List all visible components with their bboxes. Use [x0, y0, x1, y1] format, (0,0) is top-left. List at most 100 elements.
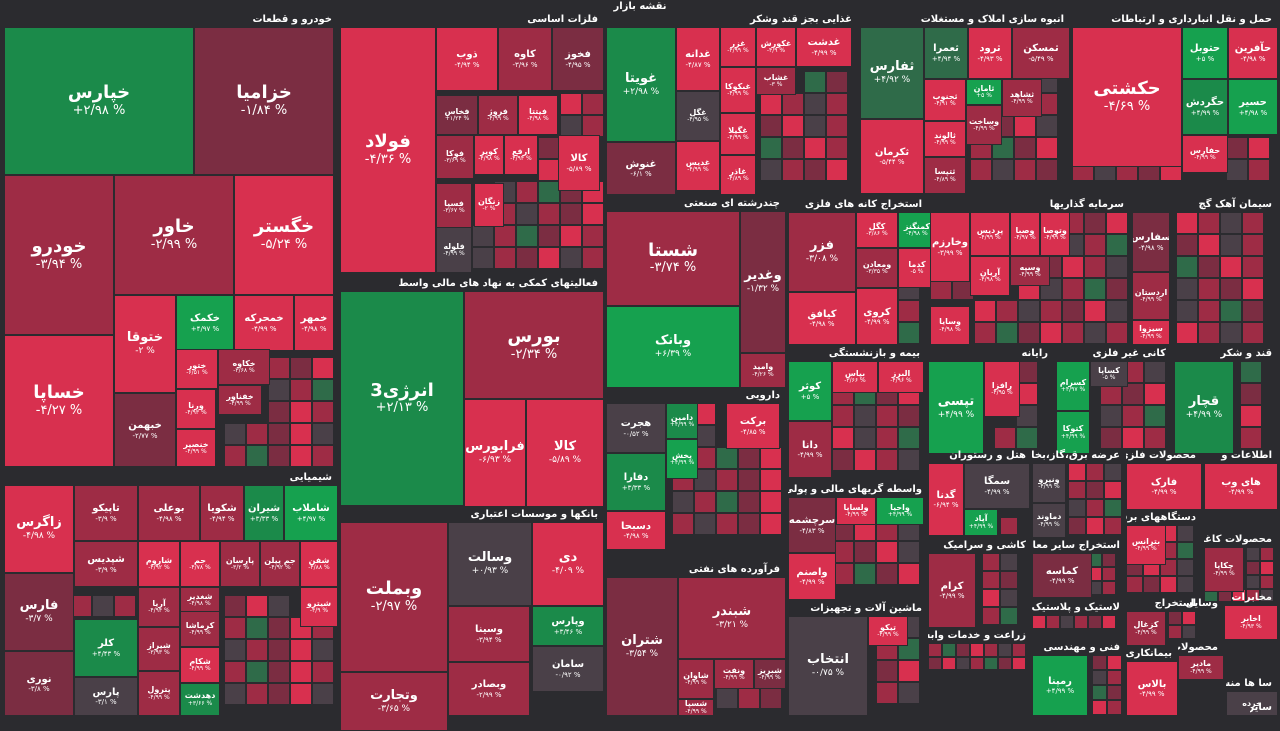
minor-stock-tile[interactable] [1000, 517, 1018, 535]
minor-stock-tile[interactable] [1106, 322, 1128, 344]
minor-stock-tile[interactable] [716, 491, 738, 513]
minor-stock-tile[interactable] [982, 553, 1000, 571]
minor-stock-tile[interactable] [246, 595, 268, 617]
minor-stock-tile[interactable] [996, 322, 1018, 344]
stock-tile[interactable]: فخاس +۱/۲۴ % [436, 95, 478, 135]
minor-stock-tile[interactable] [970, 159, 992, 181]
stock-tile[interactable]: فیتتا -۴/۹۸ % [518, 95, 558, 135]
minor-stock-tile[interactable] [268, 379, 290, 401]
minor-stock-tile[interactable] [804, 115, 826, 137]
minor-stock-tile[interactable] [538, 247, 560, 269]
stock-tile[interactable]: قچار +۴/۹۹ % [1174, 361, 1234, 454]
minor-stock-tile[interactable] [826, 93, 848, 115]
stock-tile[interactable]: خمهر -۴/۹۸ % [294, 295, 334, 351]
minor-stock-tile[interactable] [290, 379, 312, 401]
minor-stock-tile[interactable] [1246, 575, 1260, 589]
minor-stock-tile[interactable] [268, 617, 290, 639]
minor-stock-tile[interactable] [516, 203, 538, 225]
minor-stock-tile[interactable] [224, 445, 246, 467]
minor-stock-tile[interactable] [760, 469, 782, 491]
minor-stock-tile[interactable] [268, 683, 290, 705]
stock-tile[interactable]: سامان -۰/۹۲ % [532, 646, 604, 692]
minor-stock-tile[interactable] [1220, 300, 1242, 322]
stock-tile[interactable]: تاپیکو -۳/۹ % [74, 485, 138, 541]
stock-tile[interactable]: سیزوا -۴/۹۹ % [1132, 320, 1170, 345]
minor-stock-tile[interactable] [1177, 525, 1194, 542]
stock-tile[interactable]: کاوه -۳/۹۶ % [498, 27, 552, 91]
minor-stock-tile[interactable] [1102, 615, 1116, 629]
minor-stock-tile[interactable] [854, 541, 876, 563]
minor-stock-tile[interactable] [854, 405, 876, 427]
minor-stock-tile[interactable] [1086, 499, 1104, 517]
minor-stock-tile[interactable] [832, 449, 854, 471]
minor-stock-tile[interactable] [516, 181, 538, 203]
minor-stock-tile[interactable] [996, 300, 1018, 322]
minor-stock-tile[interactable] [290, 683, 312, 705]
stock-tile[interactable]: غدشت -۴/۹۹ % [796, 27, 852, 67]
minor-stock-tile[interactable] [1000, 553, 1018, 571]
minor-stock-tile[interactable] [224, 617, 246, 639]
minor-stock-tile[interactable] [312, 379, 334, 401]
minor-stock-tile[interactable] [560, 115, 582, 137]
minor-stock-tile[interactable] [738, 447, 760, 469]
minor-stock-tile[interactable] [1226, 159, 1248, 181]
stock-tile[interactable]: خمحرکه -۴/۹۹ % [234, 295, 294, 351]
stock-tile[interactable]: دهدشت +۳/۶۶ % [180, 683, 220, 716]
stock-tile[interactable]: پردیس -۴/۹۹ % [970, 212, 1010, 256]
stock-tile[interactable]: وتوصا -۴/۹۹ % [1040, 212, 1070, 256]
minor-stock-tile[interactable] [738, 469, 760, 491]
minor-stock-tile[interactable] [268, 595, 290, 617]
stock-tile[interactable]: خنصیر -۴/۹۹ % [176, 429, 216, 467]
minor-stock-tile[interactable] [1018, 300, 1040, 322]
stock-tile[interactable]: های وب -۴/۹۹ % [1204, 463, 1278, 510]
minor-stock-tile[interactable] [1014, 137, 1036, 159]
stock-tile[interactable]: ذوب -۴/۹۴ % [436, 27, 498, 91]
stock-tile[interactable]: ثامان +۵ % [966, 79, 1002, 105]
minor-stock-tile[interactable] [694, 469, 716, 491]
minor-stock-tile[interactable] [560, 203, 582, 225]
minor-stock-tile[interactable] [1176, 300, 1198, 322]
stock-tile[interactable]: کالا -۵/۸۹ % [558, 135, 600, 191]
stock-tile[interactable]: زنگان -۲ % [474, 183, 504, 227]
stock-tile[interactable]: تیکو -۴/۹۹ % [868, 616, 908, 646]
minor-stock-tile[interactable] [876, 427, 898, 449]
minor-stock-tile[interactable] [246, 445, 268, 467]
minor-stock-tile[interactable] [1176, 234, 1198, 256]
stock-tile[interactable]: وامید -۴/۲۶ % [740, 353, 786, 388]
minor-stock-tile[interactable] [1198, 234, 1220, 256]
minor-stock-tile[interactable] [1092, 655, 1107, 670]
stock-tile[interactable]: کدما -۵ % [898, 248, 936, 288]
minor-stock-tile[interactable] [268, 423, 290, 445]
minor-stock-tile[interactable] [1102, 553, 1116, 567]
stock-tile[interactable]: خرده [1226, 691, 1278, 716]
minor-stock-tile[interactable] [1014, 159, 1036, 181]
stock-tile[interactable]: شبریز -۴/۹۹ % [754, 659, 786, 689]
minor-stock-tile[interactable] [246, 617, 268, 639]
stock-tile[interactable]: وغدیر -۱/۳۲ % [740, 211, 786, 353]
minor-stock-tile[interactable] [1144, 427, 1166, 449]
stock-tile[interactable]: بورس -۲/۳۴ % [464, 291, 604, 399]
minor-stock-tile[interactable] [1100, 405, 1122, 427]
minor-stock-tile[interactable] [876, 449, 898, 471]
minor-stock-tile[interactable] [942, 657, 956, 670]
minor-stock-tile[interactable] [1104, 499, 1122, 517]
minor-stock-tile[interactable] [716, 687, 738, 709]
minor-stock-tile[interactable] [268, 401, 290, 423]
stock-tile[interactable]: شاروم -۴/۹۲ % [138, 541, 180, 587]
minor-stock-tile[interactable] [494, 247, 516, 269]
stock-tile[interactable]: ثفارس +۴/۹۲ % [860, 27, 924, 119]
minor-stock-tile[interactable] [1220, 322, 1242, 344]
minor-stock-tile[interactable] [1012, 657, 1026, 670]
stock-tile[interactable]: خگستر -۵/۲۴ % [234, 175, 334, 295]
minor-stock-tile[interactable] [1107, 700, 1122, 715]
stock-tile[interactable]: فوکا -۳/۶۹ % [436, 135, 474, 179]
minor-stock-tile[interactable] [1000, 571, 1018, 589]
minor-stock-tile[interactable] [538, 137, 560, 159]
minor-stock-tile[interactable] [1246, 589, 1260, 602]
minor-stock-tile[interactable] [928, 657, 942, 670]
stock-tile[interactable]: دفارا +۳/۳۳ % [606, 453, 666, 511]
minor-stock-tile[interactable] [246, 423, 268, 445]
stock-tile[interactable]: کالا -۵/۸۹ % [526, 399, 604, 507]
stock-tile[interactable]: ثکرمان -۵/۴۴ % [860, 119, 924, 194]
minor-stock-tile[interactable] [1242, 234, 1264, 256]
